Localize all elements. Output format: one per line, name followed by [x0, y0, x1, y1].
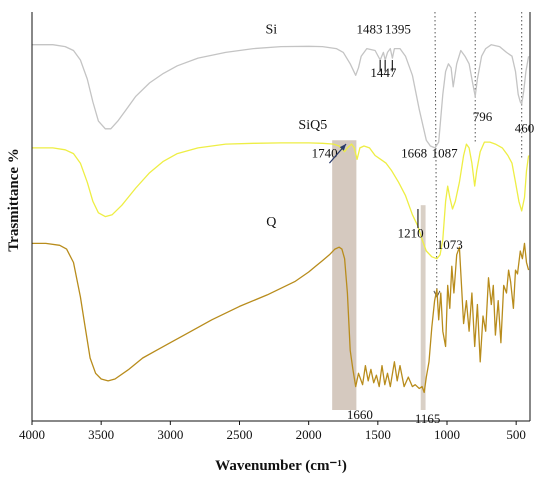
- series-line-si: [32, 44, 530, 149]
- peak-label-1740: 1740: [312, 145, 338, 160]
- peak-label-1660: 1660: [347, 407, 373, 422]
- highlight-bands: [332, 140, 426, 411]
- series-line-siq5: [32, 141, 530, 260]
- peak-label-1165: 1165: [415, 411, 441, 426]
- x-tick-label-2500: 2500: [227, 427, 253, 442]
- peak-arrowhead-1740: [339, 144, 347, 151]
- dotted-guide-0: [434, 11, 438, 297]
- x-tick-label-1000: 1000: [434, 427, 460, 442]
- peak-label-1395: 1395: [385, 21, 411, 36]
- peak-label-1210: 1210: [398, 226, 424, 241]
- x-tick-label-500: 500: [506, 427, 526, 442]
- series-lines: Si SiQ5 Q: [32, 22, 530, 394]
- x-tick-label-1500: 1500: [365, 427, 391, 442]
- peak-label-1483: 1483: [357, 21, 383, 36]
- peak-label-1087: 1087: [432, 145, 459, 160]
- x-tick-label-4000: 4000: [19, 427, 45, 442]
- peak-label-1668: 1668: [401, 145, 427, 160]
- x-axis-title: Wavenumber (cm⁻¹): [215, 458, 347, 474]
- annotations: 1483 1395 1447 796 460 1087 1668 1740 1210 1073 16…: [312, 21, 535, 426]
- x-tick-label-3000: 3000: [157, 427, 183, 442]
- peak-label-796: 796: [473, 109, 493, 124]
- series-label-si: Si: [265, 22, 277, 37]
- x-tick-label-2000: 2000: [296, 427, 322, 442]
- series-line-q: [32, 242, 530, 394]
- series-label-siq5: SiQ5: [298, 118, 327, 133]
- y-axis-title: Trasmittance %: [6, 148, 22, 251]
- x-ticks: 4000 3500 3000 2500 2000 1500 1000 500: [19, 421, 526, 442]
- x-tick-label-3500: 3500: [88, 427, 114, 442]
- peak-label-1073: 1073: [437, 237, 463, 252]
- peak-markers: [379, 60, 419, 229]
- highlight-band-1: [420, 205, 426, 410]
- peak-label-460: 460: [515, 121, 535, 136]
- series-label-q: Q: [266, 215, 276, 230]
- peak-label-1447: 1447: [370, 65, 397, 80]
